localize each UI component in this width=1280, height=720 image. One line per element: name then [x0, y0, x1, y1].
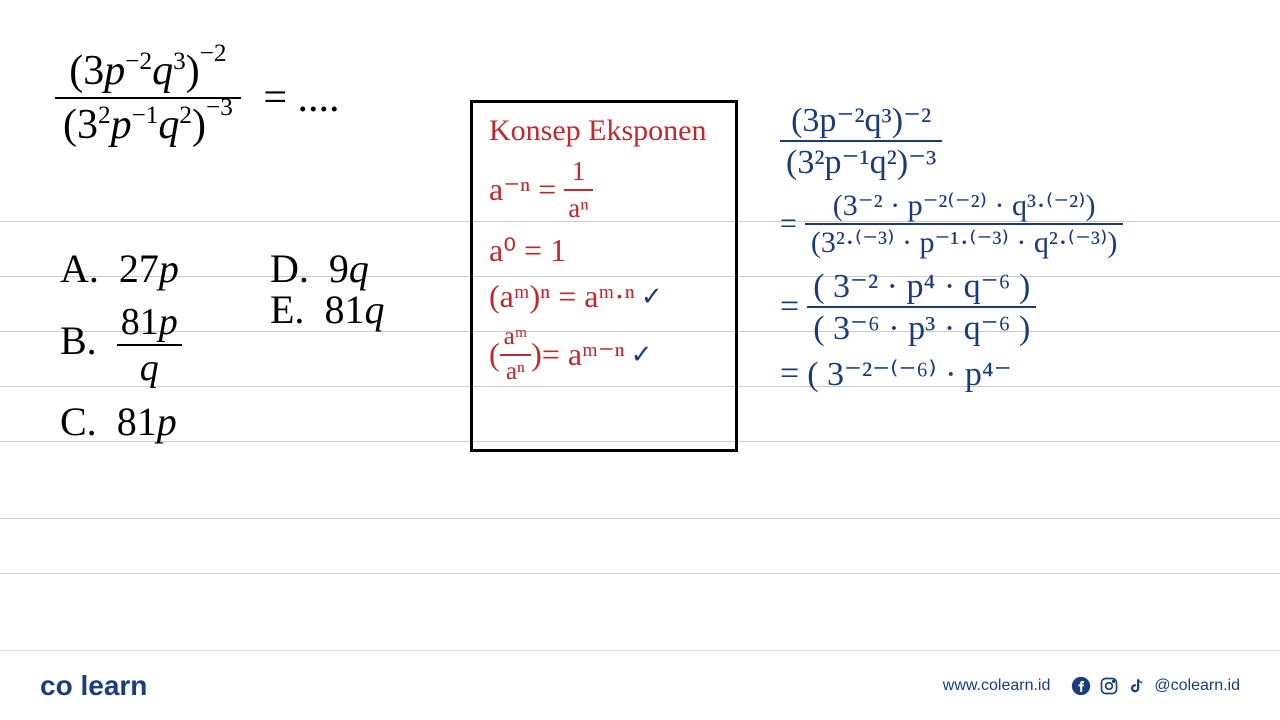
- concept-rule-2: a⁰ = 1: [489, 230, 719, 272]
- option-a: A. 27p: [60, 245, 270, 292]
- concept-box: Konsep Eksponen a⁻ⁿ = 1aⁿ a⁰ = 1 (aᵐ)ⁿ =…: [470, 100, 738, 452]
- footer: co learn www.colearn.id @colearn.id: [0, 650, 1280, 720]
- facebook-icon: [1070, 675, 1092, 697]
- option-c: C. 81p: [60, 398, 270, 445]
- concept-rule-3: (aᵐ)ⁿ = aᵐ·ⁿ✓: [489, 276, 719, 318]
- problem-expression: (3p−2q3)−2 (32p−1q2)−3 = ....: [55, 45, 340, 151]
- instagram-icon: [1098, 675, 1120, 697]
- option-d: D. 9q: [270, 245, 450, 292]
- tiktok-icon: [1126, 675, 1148, 697]
- option-e: E. 81q: [270, 286, 450, 376]
- social-links: @colearn.id: [1070, 675, 1240, 697]
- solution-step-3: = ( 3⁻² · p⁴ · q⁻⁶ ) ( 3⁻⁶ · p³ · q⁻⁶ ): [780, 266, 1123, 348]
- answer-options: A. 27p D. 9q B. 81pq E. 81q C. 81p: [60, 245, 450, 453]
- equals-text: = ....: [263, 74, 339, 122]
- logo: co learn: [40, 670, 147, 702]
- option-b: B. 81pq: [60, 300, 270, 390]
- check-icon: ✓: [641, 280, 663, 314]
- solution-work: (3p⁻²q³)⁻² (3²p⁻¹q²)⁻³ = (3⁻² · p⁻²⁽⁻²⁾ …: [780, 100, 1123, 400]
- content-area: (3p−2q3)−2 (32p−1q2)−3 = .... A. 27p D. …: [0, 20, 1280, 640]
- concept-title: Konsep Eksponen: [489, 111, 719, 150]
- solution-step-4: = ( 3⁻²⁻⁽⁻⁶⁾ · p⁴⁻: [780, 354, 1123, 394]
- check-icon: ✓: [631, 338, 653, 372]
- solution-step-2: = (3⁻² · p⁻²⁽⁻²⁾ · q³·⁽⁻²⁾) (3²·⁽⁻³⁾ · p…: [780, 188, 1123, 260]
- footer-url: www.colearn.id: [943, 677, 1051, 695]
- solution-step-1: (3p⁻²q³)⁻² (3²p⁻¹q²)⁻³: [780, 100, 1123, 182]
- concept-rule-4: (aᵐaⁿ) = aᵐ⁻ⁿ✓: [489, 321, 719, 389]
- social-handle: @colearn.id: [1154, 677, 1240, 695]
- concept-rule-1: a⁻ⁿ = 1aⁿ: [489, 154, 719, 226]
